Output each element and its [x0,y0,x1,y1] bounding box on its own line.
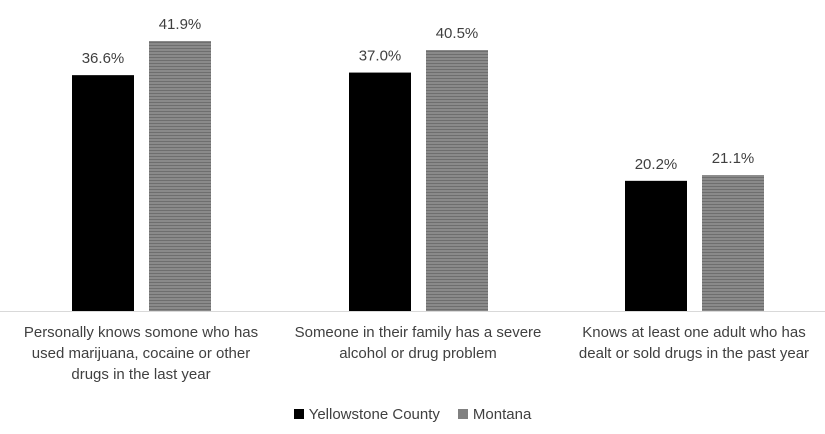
category-label-0-line-0: Personally knows somone who has [24,324,258,341]
bar-yellowstone-1 [349,72,411,311]
bar-yellowstone-0 [72,75,134,312]
data-label-montana-1: 40.5% [436,25,479,42]
bar-montana-2 [702,175,764,311]
category-label-2-line-0: Knows at least one adult who has [582,324,805,341]
bar-yellowstone-2 [625,180,687,311]
legend-label-montana: Montana [472,405,532,423]
data-label-yellowstone-1: 37.0% [359,48,402,65]
legend-swatch-montana [457,409,468,419]
bar-montana-0 [149,41,211,311]
bar-montana-1 [426,50,488,311]
legend: Yellowstone County Montana [0,404,825,424]
legend-item-montana: Montana [457,405,532,423]
legend-swatch-yellowstone [293,409,304,419]
category-label-1-line-1: alcohol or drug problem [339,345,497,362]
category-label-0-line-2: drugs in the last year [71,366,210,383]
data-label-yellowstone-0: 36.6% [82,50,125,67]
data-label-montana-2: 21.1% [712,150,755,167]
data-label-montana-0: 41.9% [159,16,202,33]
category-label-0-line-1: used marijuana, cocaine or other [32,345,250,362]
data-label-yellowstone-2: 20.2% [635,156,678,173]
category-label-1-line-0: Someone in their family has a severe [295,324,542,341]
legend-item-yellowstone: Yellowstone County [293,405,440,423]
category-label-2-line-1: dealt or sold drugs in the past year [579,345,809,362]
legend-label-yellowstone: Yellowstone County [308,405,440,423]
